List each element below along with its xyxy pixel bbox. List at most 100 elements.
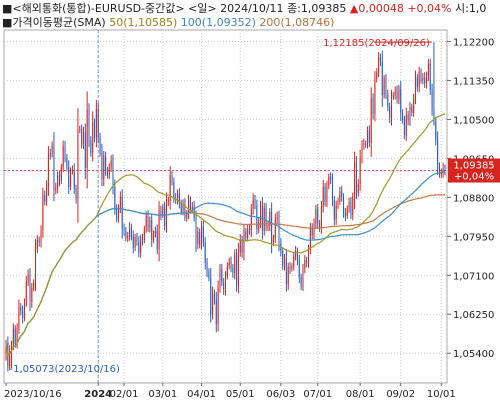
candle-body <box>182 203 184 212</box>
candle-body <box>57 175 59 189</box>
candle-body <box>55 188 57 190</box>
candle-body <box>335 205 337 220</box>
candle-body <box>265 207 267 227</box>
candle-body <box>307 249 310 263</box>
candle-body <box>232 267 234 273</box>
candle-body <box>437 139 439 166</box>
candle-body <box>282 250 284 267</box>
candle-body <box>260 205 262 223</box>
candle-body <box>110 160 112 168</box>
candle-body <box>195 217 197 244</box>
candle-body <box>311 227 313 236</box>
candle-body <box>171 174 173 183</box>
candle-body <box>153 233 155 240</box>
candle-body <box>11 344 13 351</box>
y-tick-label: 1,07100 <box>453 271 494 282</box>
candle-body <box>25 281 27 302</box>
candle-body <box>296 251 298 261</box>
candle-body <box>149 220 151 228</box>
candle-body <box>426 75 428 84</box>
candle-body <box>354 162 356 197</box>
candle-body <box>416 77 418 87</box>
candle-body <box>442 168 444 174</box>
candle-body <box>236 255 238 286</box>
candle-body <box>64 146 66 158</box>
candle-body <box>125 230 127 239</box>
candle-body <box>132 235 134 248</box>
close-label: 종:1,09385 <box>287 2 347 15</box>
candle-body <box>317 208 319 224</box>
candle-body <box>23 301 25 318</box>
header-row-2: ■가격이동평균(SMA) 50(1,10585) 100(1,09352) 20… <box>2 16 334 29</box>
candle-body <box>75 188 77 199</box>
candle-body <box>411 107 413 113</box>
candle-body <box>247 229 249 238</box>
candle-body <box>106 170 108 176</box>
candle-body <box>213 293 215 300</box>
candle-body <box>306 260 308 263</box>
candle-body <box>40 230 42 242</box>
candle-body <box>427 63 429 76</box>
candle-body <box>420 71 422 81</box>
candle-body <box>287 267 289 285</box>
candle-body <box>230 261 232 268</box>
candle-body <box>295 251 297 257</box>
candle-body <box>414 77 416 99</box>
candle-body <box>422 77 424 81</box>
x-tick-label: 08/01 <box>346 389 375 400</box>
candle-body <box>226 265 228 277</box>
candle-body <box>33 282 35 289</box>
candle-body <box>197 231 199 244</box>
candle-body <box>160 210 162 215</box>
candle-body <box>433 110 435 122</box>
candle-body <box>313 223 315 236</box>
candle-body <box>212 293 214 314</box>
candle-body <box>151 220 153 240</box>
candle-body <box>165 200 167 226</box>
candle-body <box>346 208 348 216</box>
candle-body <box>84 132 86 168</box>
candle-body <box>319 223 321 229</box>
candle-body <box>73 169 75 189</box>
candle-body <box>409 107 411 121</box>
candle-body <box>341 191 343 198</box>
candle-body <box>392 95 394 97</box>
candle-body <box>368 130 370 143</box>
candle-body <box>53 144 55 190</box>
candle-body <box>204 242 206 263</box>
candle-body <box>86 109 88 168</box>
y-tick-label: 1,07950 <box>453 232 494 243</box>
candle-body <box>298 260 300 278</box>
candle-body <box>243 231 245 253</box>
candle-body <box>269 212 271 227</box>
candle-body <box>29 274 31 303</box>
candle-body <box>180 202 182 212</box>
candle-body <box>118 208 120 219</box>
candle-body <box>27 274 29 282</box>
candle-body <box>352 196 354 215</box>
candle-body <box>141 238 144 240</box>
candle-body <box>22 310 24 318</box>
x-tick-label: 07/01 <box>303 389 332 400</box>
candle-body <box>267 226 269 228</box>
candle-body <box>97 108 99 138</box>
x-tick-label: 04/01 <box>187 389 216 400</box>
candle-body <box>88 109 90 141</box>
candle-body <box>178 193 180 203</box>
candle-body <box>272 238 274 243</box>
candle-body <box>121 196 123 229</box>
current-price-value: 1,09385 <box>453 161 494 172</box>
candle-body <box>350 202 352 215</box>
candle-body <box>385 78 387 96</box>
candles-group <box>5 42 446 372</box>
candle-body <box>355 162 357 193</box>
candle-body <box>99 137 101 153</box>
candle-body <box>429 63 431 90</box>
candle-body <box>103 156 105 179</box>
candle-body <box>239 239 241 253</box>
candle-body <box>387 95 389 107</box>
x-tick-label: 09/02 <box>386 389 415 400</box>
candle-body <box>105 156 107 171</box>
candle-body <box>147 215 149 228</box>
